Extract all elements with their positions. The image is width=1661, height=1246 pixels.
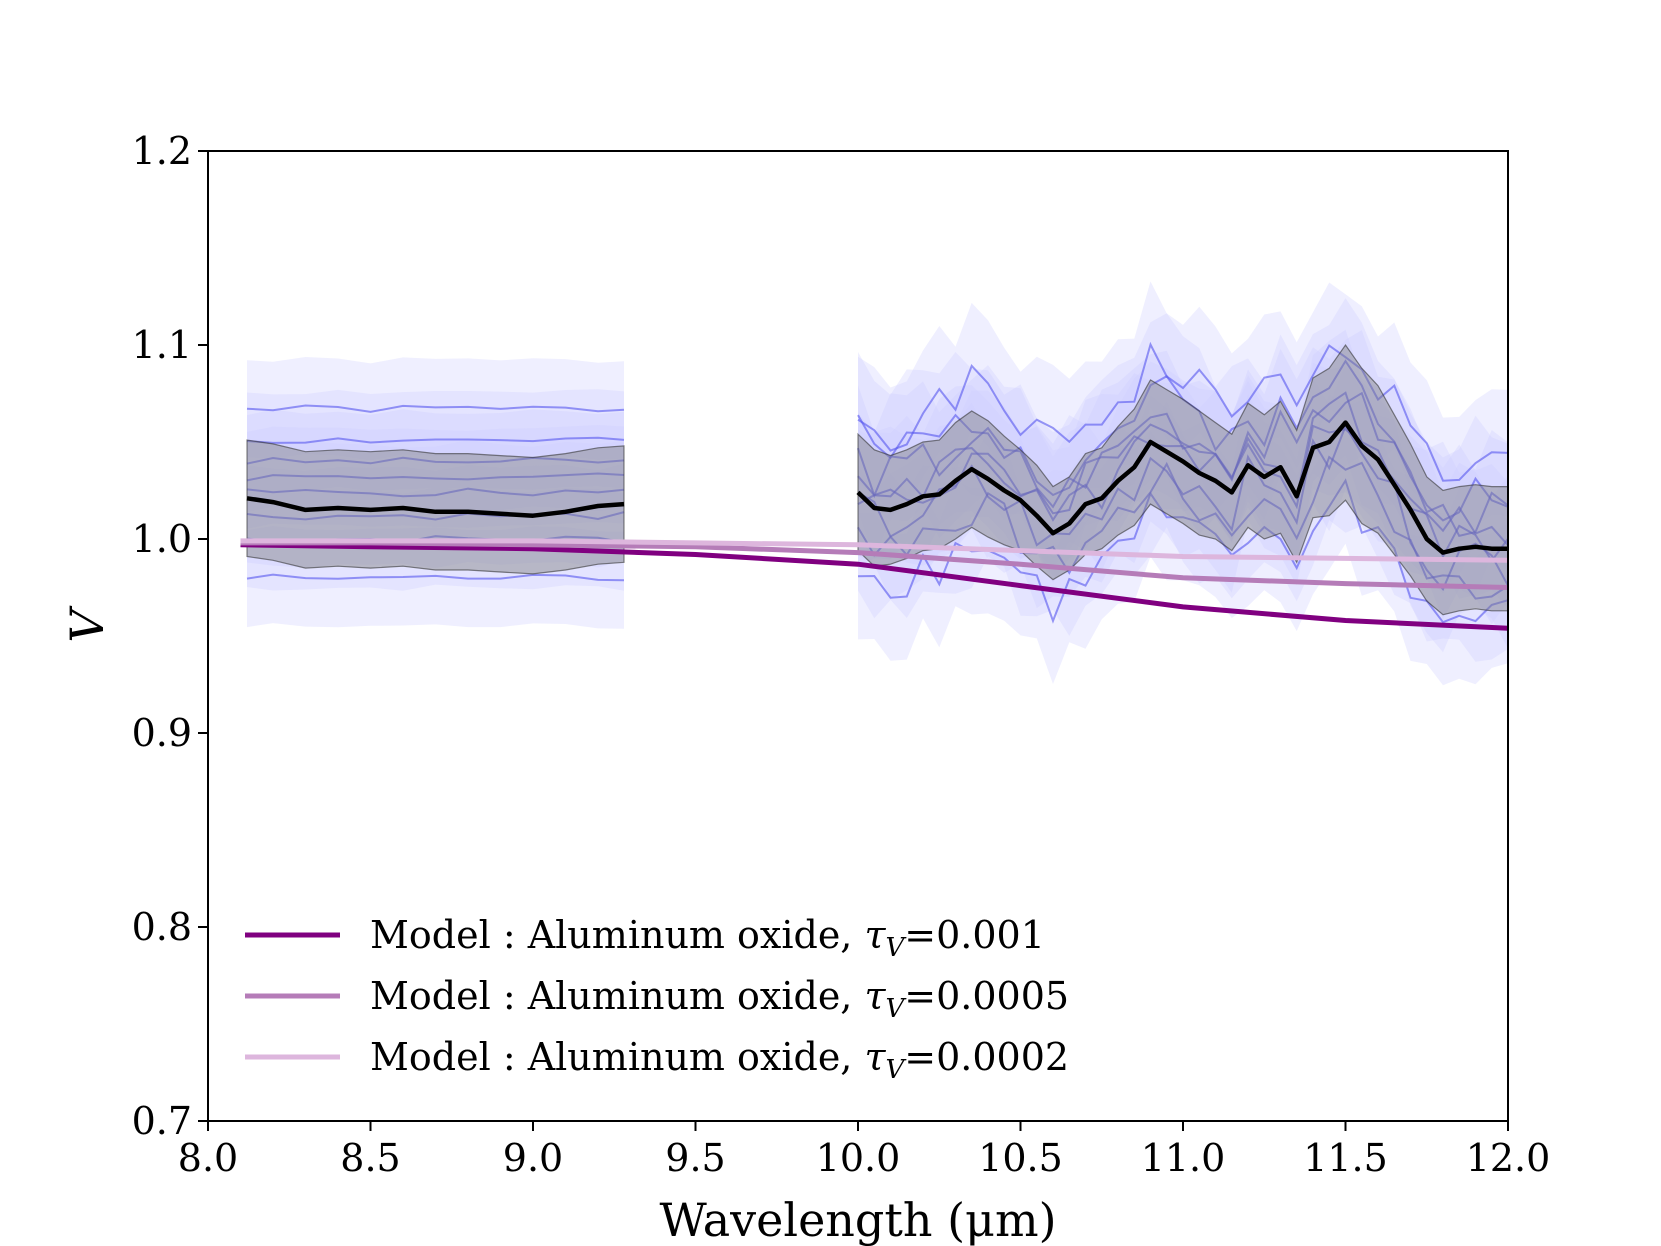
x-tick-label: 11.0 — [1141, 1136, 1226, 1180]
baseline-band — [858, 329, 1508, 609]
y-tick-label: 0.8 — [132, 905, 192, 949]
mean-visibility-line — [856, 420, 1508, 555]
baseline-line — [246, 487, 625, 498]
baseline-band — [247, 357, 624, 461]
baseline-line — [246, 456, 625, 465]
y-tick-label: 0.9 — [132, 711, 192, 755]
baseline-band — [247, 409, 624, 513]
x-tick-label: 9.0 — [503, 1136, 563, 1180]
baseline-line — [246, 573, 625, 582]
baseline-band — [858, 394, 1508, 662]
y-tick-label: 1.0 — [132, 517, 192, 561]
y-tick-label: 1.2 — [132, 129, 192, 173]
y-tick-label: 0.7 — [132, 1099, 192, 1143]
x-tick-label: 11.5 — [1303, 1136, 1388, 1180]
model-line — [240, 538, 1509, 563]
legend-label: Model : Aluminum oxide, τV=0.001 — [370, 913, 1045, 963]
legend: Model : Aluminum oxide, τV=0.001 Model : … — [245, 913, 1069, 1085]
baseline-lines — [246, 341, 1509, 624]
y-axis: 0.7 0.8 0.9 1.0 1.1 1.2 — [132, 129, 208, 1143]
model-line — [240, 540, 1509, 590]
baseline-line — [246, 472, 625, 482]
baseline-band — [858, 417, 1508, 686]
baseline-band — [247, 440, 624, 545]
x-tick-label: 9.5 — [665, 1136, 725, 1180]
x-tick-label: 8.0 — [178, 1136, 238, 1180]
x-tick-label: 8.5 — [340, 1136, 400, 1180]
mean-line — [246, 420, 1508, 555]
baseline-band — [858, 330, 1508, 599]
mean-visibility-line — [246, 496, 625, 518]
baseline-line — [857, 423, 1509, 563]
x-tick-label: 10.5 — [978, 1136, 1063, 1180]
legend-label: Model : Aluminum oxide, τV=0.0002 — [370, 1035, 1069, 1085]
x-axis-label: Wavelength (μm) — [659, 1193, 1056, 1246]
x-tick-label: 12.0 — [1466, 1136, 1551, 1180]
legend-label: Model : Aluminum oxide, τV=0.0005 — [370, 974, 1069, 1024]
x-tick-label: 10.0 — [816, 1136, 901, 1180]
baseline-line — [857, 455, 1509, 600]
y-tick-label: 1.1 — [132, 323, 192, 367]
y-axis-label: V — [60, 605, 114, 643]
baseline-line — [857, 341, 1509, 482]
baseline-band — [247, 526, 624, 629]
model-lines — [240, 538, 1509, 631]
baseline-line — [246, 404, 625, 413]
mean-error-band — [246, 439, 625, 575]
baseline-band — [858, 281, 1508, 544]
baseline-band — [858, 298, 1508, 584]
baseline-band — [858, 363, 1508, 653]
model-line — [240, 542, 1509, 631]
x-axis: 8.0 8.5 9.0 9.5 10.0 10.5 11.0 11.5 12.0 — [178, 1121, 1551, 1180]
baseline-band — [247, 425, 624, 529]
baseline-line — [246, 436, 625, 444]
